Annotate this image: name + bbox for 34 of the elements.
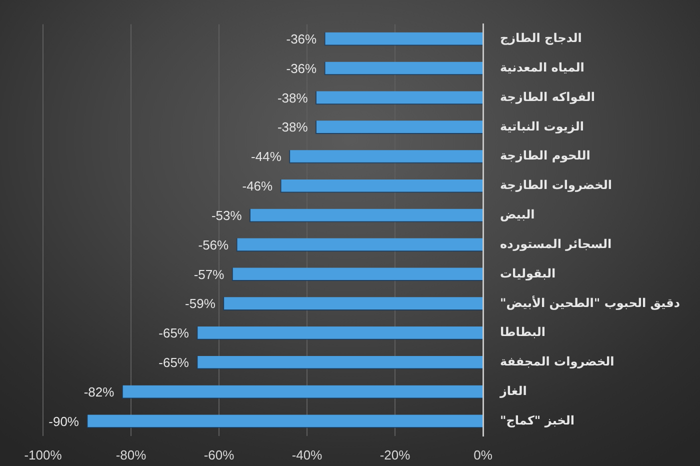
x-tick-label: 0% xyxy=(474,447,493,462)
y-tick-label: دقيق الحبوب "الطحين الأبيض" xyxy=(500,294,680,310)
y-tick-label: البطاطا xyxy=(500,325,546,340)
data-label: -46% xyxy=(242,178,274,194)
y-tick-label: الخبز "كماج" xyxy=(500,413,574,428)
y-tick-label: الخضروات المجففة xyxy=(500,354,614,369)
data-label: -53% xyxy=(211,208,242,223)
data-label: -57% xyxy=(194,266,225,282)
y-tick-label: البقوليات xyxy=(500,266,556,280)
y-tick-label: الفواكه الطازجة xyxy=(500,90,595,104)
x-tick-label: -100% xyxy=(24,447,62,462)
y-tick-label: الزيوت النباتية xyxy=(500,119,584,134)
x-tick-label: -80% xyxy=(116,447,147,462)
data-label: -38% xyxy=(277,90,308,106)
y-tick-label: الخضروات الطازجة xyxy=(500,178,612,192)
data-label: -36% xyxy=(286,60,318,76)
data-label: -38% xyxy=(277,120,308,135)
data-label: -56% xyxy=(198,237,230,252)
y-tick-label: اللحوم الطازجة xyxy=(500,148,590,163)
y-tick-label: المياه المعدنية xyxy=(500,60,584,74)
y-tick-label: الغاز xyxy=(499,384,527,398)
y-tick-label: السجائر المستورده xyxy=(500,236,612,251)
y-tick-label: الدجاج الطازج xyxy=(500,31,582,46)
data-label: -90% xyxy=(48,414,80,429)
data-label: -36% xyxy=(286,31,318,46)
data-label: -59% xyxy=(185,296,216,312)
data-label: -65% xyxy=(158,355,190,370)
x-tick-label: -60% xyxy=(204,447,235,462)
y-tick-label: البيض xyxy=(500,208,535,222)
data-label: -82% xyxy=(84,384,115,400)
data-label: -44% xyxy=(251,149,282,164)
x-tick-label: -40% xyxy=(292,447,323,462)
data-label: -65% xyxy=(158,326,190,341)
x-tick-label: -20% xyxy=(380,447,411,462)
